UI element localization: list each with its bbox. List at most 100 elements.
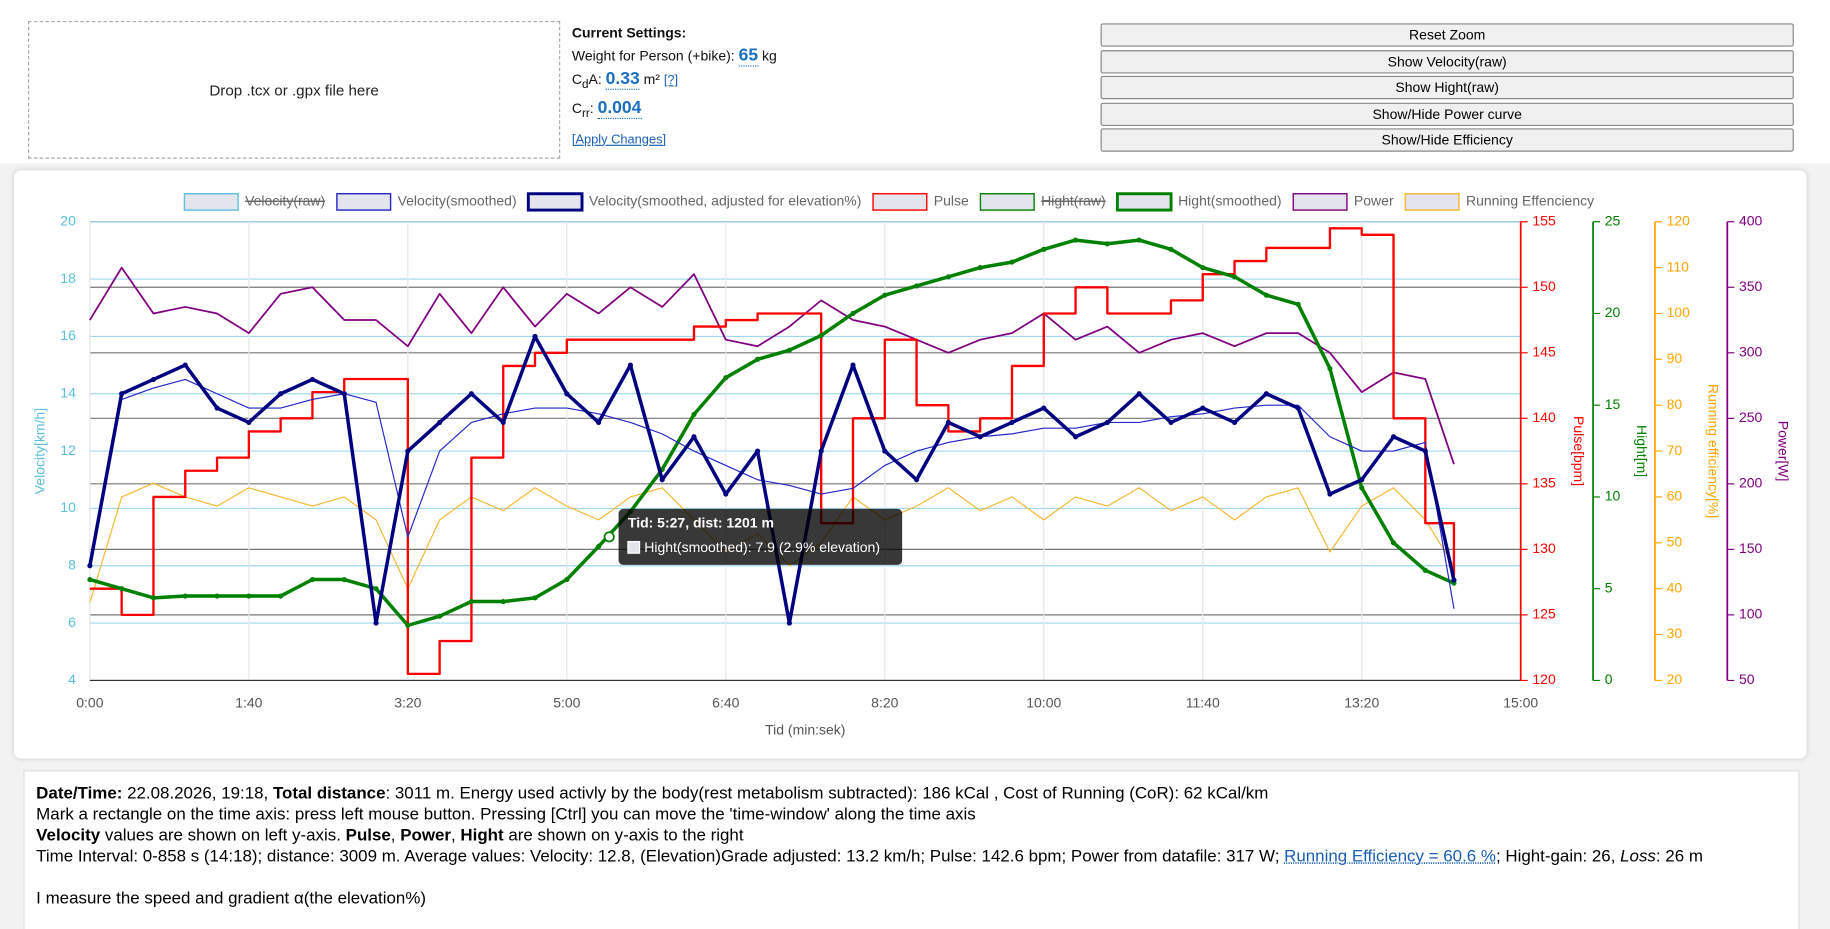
point	[1390, 540, 1397, 546]
settings: Current Settings: Weight for Person (+bi…	[572, 21, 777, 151]
series-line	[88, 334, 1456, 625]
text: I measure the speed and gradient α(the e…	[36, 889, 427, 908]
help-link[interactable]: [?]	[663, 73, 679, 88]
drop-zone[interactable]: Drop .tcx or .gpx file here	[28, 21, 561, 159]
legend-swatch	[1115, 192, 1173, 212]
point	[87, 563, 93, 569]
y-tick-label: 30	[1667, 625, 1683, 641]
weight-input[interactable]: 65	[738, 45, 759, 67]
cda-input[interactable]: 0.33	[605, 68, 640, 90]
label: d	[581, 78, 589, 92]
x-tick-label: 1:40	[235, 694, 262, 710]
point	[278, 391, 284, 397]
legend-label: Running Effenciency	[1466, 193, 1594, 209]
point	[309, 376, 316, 382]
point	[1390, 434, 1397, 440]
button[interactable]: Show Velocity(raw)	[1100, 49, 1794, 73]
point	[1327, 365, 1333, 372]
y-tick-label: 90	[1667, 350, 1683, 366]
y-tick-label: 15	[1605, 396, 1621, 412]
y-tick-label: 60	[1667, 488, 1683, 504]
point	[596, 419, 602, 425]
apply-link[interactable]: [Apply Changes]	[571, 132, 667, 147]
link[interactable]: Running Efficiency = 60.6 %	[1284, 847, 1496, 866]
info-line: Velocity values are shown on left y-axis…	[36, 825, 1787, 846]
legend-label: Velocity(smoothed)	[398, 193, 517, 209]
y-tick-label: 300	[1739, 343, 1763, 359]
y-tick-label: 18	[60, 270, 76, 286]
point	[1168, 246, 1174, 252]
y-axis-title: Velocity[km/h]	[32, 408, 48, 494]
y-tick-label: 250	[1739, 409, 1763, 425]
text: Mark a rectangle on the time axis: press…	[36, 805, 976, 824]
text: ,	[451, 826, 461, 845]
point	[500, 598, 506, 605]
y-tick-label: 135	[1532, 475, 1556, 491]
crr-input[interactable]: 0.004	[597, 98, 642, 120]
button[interactable]: Show Hight(raw)	[1100, 75, 1794, 100]
y-tick-label: 16	[60, 327, 76, 343]
point	[818, 448, 824, 454]
point	[373, 586, 379, 592]
legend-item[interactable]: Power	[1292, 193, 1394, 211]
chart-panel	[14, 170, 1807, 759]
text: ; Hight-gain: 26,	[1495, 847, 1621, 866]
legend-item[interactable]: Velocity(smoothed, adjusted for elevatio…	[526, 192, 861, 212]
point	[246, 419, 252, 425]
point	[691, 434, 697, 440]
point	[246, 593, 252, 599]
button-group: Reset Zoom Show Velocity(raw) Show Hight(r…	[1100, 23, 1794, 154]
point	[850, 310, 856, 317]
label: A:	[588, 71, 602, 88]
tooltip-box	[618, 508, 903, 565]
point	[882, 292, 888, 298]
legend-item[interactable]: Velocity(smoothed)	[336, 193, 517, 211]
point	[1009, 259, 1015, 265]
x-tick-label: 10:00	[1026, 694, 1061, 710]
settings-title: Current Settings:	[571, 24, 687, 41]
unit: m²	[643, 71, 660, 88]
button[interactable]: Reset Zoom	[1100, 23, 1794, 47]
legend-item[interactable]: Pulse	[872, 193, 969, 211]
label: C	[571, 100, 582, 118]
text: values are shown on left y-axis.	[100, 826, 346, 845]
button[interactable]: Show/Hide Power curve	[1100, 102, 1794, 126]
y-tick-label: 10	[1605, 488, 1621, 504]
legend-item[interactable]: Hight(raw)	[979, 193, 1106, 211]
point	[723, 375, 729, 381]
legend-item[interactable]: Hight(smoothed)	[1115, 192, 1282, 212]
point	[405, 622, 411, 628]
y-tick-label: 50	[1739, 671, 1755, 687]
legend-label: Power	[1354, 193, 1394, 209]
legend-swatch	[336, 193, 392, 211]
legend-item[interactable]: Velocity(raw)	[183, 193, 325, 211]
text: are shown on y-axis to the right	[503, 826, 744, 845]
point	[405, 448, 411, 454]
y-tick-label: 350	[1739, 278, 1763, 294]
y-tick-label: 8	[68, 556, 76, 572]
point	[437, 613, 443, 619]
point	[468, 391, 474, 397]
point	[945, 274, 951, 280]
text: ,	[390, 826, 401, 845]
point	[182, 362, 188, 368]
y-tick-label: 125	[1532, 606, 1556, 622]
drop-text: Drop .tcx or .gpx file here	[209, 81, 379, 99]
legend-label: Hight(smoothed)	[1178, 193, 1282, 209]
legend-item[interactable]: Running Effenciency	[1404, 193, 1594, 211]
x-axis-title: Tid (min:sek)	[765, 721, 845, 737]
button[interactable]: Show/Hide Efficiency	[1100, 128, 1794, 152]
point	[627, 362, 633, 368]
tooltip: Tid: 5:27, dist: 1201 m Hight(smoothed): …	[603, 508, 903, 565]
info-line: Date/Time: 22.08.2026, 19:18, Total dist…	[36, 783, 1787, 804]
point	[1168, 419, 1174, 425]
point	[532, 595, 538, 601]
point	[659, 477, 665, 483]
text: : 3011 m. Energy used activly by the bod…	[385, 784, 1269, 803]
y-tick-label: 150	[1532, 278, 1556, 294]
point	[1200, 265, 1206, 271]
point	[214, 405, 220, 411]
x-tick-label: 15:00	[1503, 694, 1538, 710]
series-line	[89, 227, 1456, 676]
